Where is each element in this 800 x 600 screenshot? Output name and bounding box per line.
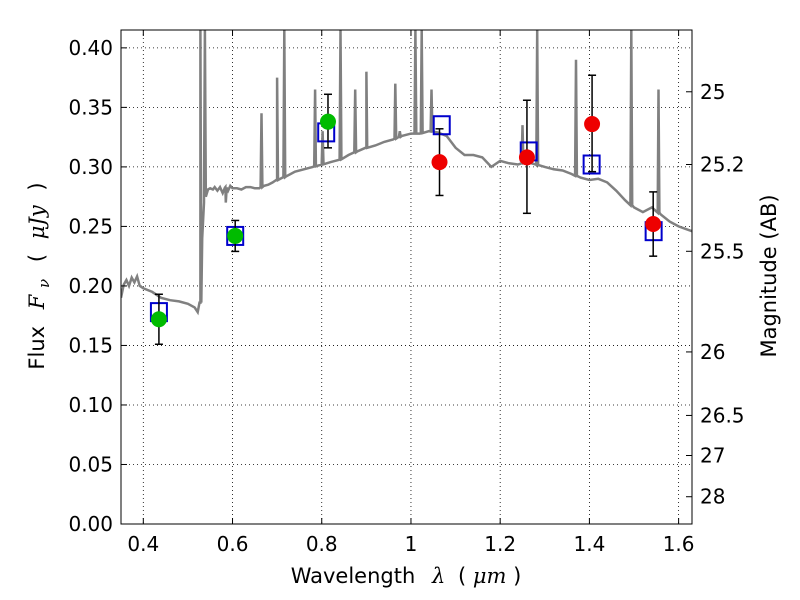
model-square-point: [432, 115, 451, 136]
observed-point-green: [150, 311, 167, 328]
observed-point-red: [645, 216, 662, 233]
x-tick-label: 1.4: [573, 532, 605, 556]
grid: [121, 30, 692, 525]
y2-tick-label: 25: [700, 80, 725, 104]
y2-axis-label: Magnitude (AB): [757, 194, 781, 357]
y2-tick-label: 25.2: [700, 152, 745, 176]
y2-tick-label: 28: [700, 485, 725, 509]
x-tick-label: 0.6: [217, 532, 249, 556]
y-axis-paren-close: ): [25, 182, 49, 190]
y-axis-flux-symbol: F: [25, 293, 49, 310]
observed-point-green: [227, 227, 244, 244]
y-tick-label: 0.25: [68, 214, 113, 238]
y-tick-label: 0.35: [68, 95, 113, 119]
y-axis-paren-open: (: [25, 254, 49, 262]
x-tick-label: 1.6: [663, 532, 695, 556]
x-tick-label: 0.4: [127, 532, 159, 556]
x-axis-paren-open: (: [458, 564, 466, 588]
error-bars: [154, 74, 658, 346]
y-axis-flux-subscript: ν: [35, 279, 53, 288]
plot-frame: [120, 29, 693, 525]
y2-tick-label: 25.5: [700, 239, 745, 263]
y-tick-label: 0.10: [68, 393, 113, 417]
y-axis-label: Flux F ν ( μJy ): [25, 182, 54, 369]
y-tick-label: 0.30: [68, 155, 113, 179]
x-axis-lambda: λ: [431, 564, 445, 588]
y-axis-unit: μJy: [25, 204, 49, 239]
y-tick-label: 0.40: [68, 36, 113, 60]
observed-point-green: [319, 113, 336, 130]
observed-point-red: [518, 149, 535, 166]
y-tick-label: 0.00: [68, 512, 113, 536]
y2-tick-label: 26.5: [700, 403, 745, 427]
x-tick-label: 1: [405, 532, 418, 556]
x-axis-paren-close: ): [513, 564, 521, 588]
x-axis-unit: μm: [473, 564, 507, 588]
y2-tick-label: 27: [700, 443, 725, 467]
y-tick-label: 0.20: [68, 274, 113, 298]
y2-tick-label: 26: [700, 340, 725, 364]
observed-points: [150, 113, 662, 328]
model-spectrum: [121, 30, 692, 316]
observed-point-red: [584, 116, 601, 133]
y-tick-label: 0.05: [68, 452, 113, 476]
x-axis-label: Wavelength λ ( μm ): [291, 564, 522, 588]
model-spectrum-line: [121, 30, 692, 316]
model-photometry-squares: [149, 115, 663, 323]
y-axis-label-word: Flux: [25, 326, 49, 370]
axis-ticks: 0.4 0.6 0.8 1 1.2 1.4 1.6 0.00 0.05 0.10 0.15 0.20 0…: [68, 30, 745, 556]
x-axis-label-word: Wavelength: [291, 564, 416, 588]
x-tick-label: 1.2: [484, 532, 516, 556]
observed-point-red: [431, 154, 448, 171]
x-tick-label: 0.8: [306, 532, 338, 556]
y-tick-label: 0.15: [68, 333, 113, 357]
